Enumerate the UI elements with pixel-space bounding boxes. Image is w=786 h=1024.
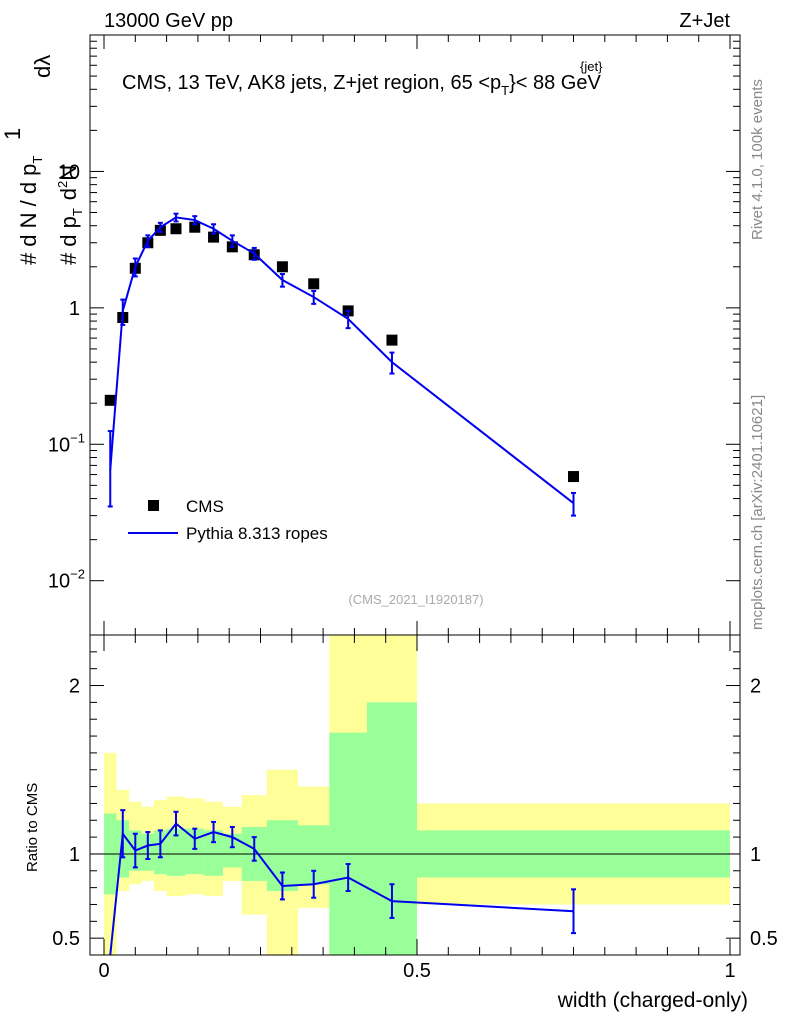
plot-title-sub: T <box>501 83 509 98</box>
lower-ytick-label-left: 0.5 <box>52 928 80 950</box>
data-point <box>208 231 220 243</box>
data-series <box>104 221 579 483</box>
svg-text:dλ: dλ <box>30 55 55 78</box>
upper-ytick-label: 10 <box>58 161 80 183</box>
rivet-label: Rivet 4.1.0, 100k events <box>749 79 766 240</box>
upper-ytick-label: 10−1 <box>48 430 85 456</box>
lower-ytick-label-right: 2 <box>750 676 761 698</box>
upper-ylabel-top: #d pTd2N <box>55 165 85 265</box>
svg-text:Ratio to CMS: Ratio to CMS <box>24 783 41 872</box>
plot-title: CMS, 13 TeV, AK8 jets, Z+jet region, 65 … <box>122 72 601 98</box>
lower-axis-ticks: 0.5 0.5 1 1 2 2 0 0.5 1 <box>52 635 778 982</box>
ratio-band-inner <box>222 833 242 868</box>
upper-axis-ticks: 10−2 10−1 1 10 <box>48 35 740 635</box>
header-left: 13000 GeV pp <box>104 10 233 32</box>
ratio-series <box>109 809 576 956</box>
ratio-band-inner <box>329 732 367 955</box>
data-point <box>189 221 201 233</box>
upper-ylabel-numerator: 1 <box>0 128 25 140</box>
legend-data-label: CMS <box>186 497 224 516</box>
x-axis-label: width (charged-only) <box>557 989 748 1012</box>
lower-ylabel: Ratio to CMS <box>24 783 41 872</box>
lower-frame <box>89 634 741 956</box>
legend-mc-label: Pythia 8.313 ropes <box>186 524 328 543</box>
svg-text:Rivet 4.1.0, 100k events: Rivet 4.1.0, 100k events <box>749 79 766 240</box>
lower-ytick-label-right: 0.5 <box>750 928 778 950</box>
header-right: Z+Jet <box>679 10 730 32</box>
data-point <box>170 223 182 235</box>
x-tick-label: 0 <box>98 960 109 982</box>
data-point <box>276 261 288 273</box>
lower-ytick-label-left: 2 <box>69 676 80 698</box>
ratio-band-inner <box>185 828 205 875</box>
data-point <box>386 334 398 346</box>
data-point <box>104 394 116 406</box>
x-tick-label: 0.5 <box>403 960 431 982</box>
svg-text:#d N / d pT: #d N / d pT <box>16 156 45 265</box>
data-point <box>568 471 579 483</box>
upper-frame <box>89 34 741 636</box>
upper-ylabel: #d N / d pT <box>16 156 45 265</box>
upper-ytick-label: 10−2 <box>48 567 85 593</box>
plot-title-tail: }< 88 GeV <box>509 72 601 94</box>
svg-text:#d pTd2N: #d pTd2N <box>55 165 85 265</box>
mc-line <box>109 216 575 504</box>
lower-ytick-label-left: 1 <box>69 844 80 866</box>
svg-text:mcplots.cern.ch [arXiv:2401.10: mcplots.cern.ch [arXiv:2401.10621] <box>749 395 766 630</box>
legend: CMS Pythia 8.313 ropes <box>128 497 328 543</box>
ratio-band-inner <box>204 830 223 876</box>
data-point <box>308 278 320 290</box>
analysis-watermark: (CMS_2021_I1920187) <box>348 592 483 607</box>
ratio-band-inner <box>166 828 186 876</box>
upper-ylabel-lambda: dλ <box>30 55 55 78</box>
mcplots-label: mcplots.cern.ch [arXiv:2401.10621] <box>749 395 766 630</box>
svg-text:1: 1 <box>0 128 25 140</box>
legend-data-marker <box>148 500 159 511</box>
plot-title-main: CMS, 13 TeV, AK8 jets, Z+jet region, 65 … <box>122 72 501 94</box>
mc-series <box>107 212 576 517</box>
x-tick-label: 1 <box>724 960 735 982</box>
plot-title-sup: {jet} <box>580 59 603 74</box>
lower-ytick-label-right: 1 <box>750 844 761 866</box>
ratio-bands <box>90 635 740 955</box>
upper-ytick-label: 1 <box>69 298 80 320</box>
